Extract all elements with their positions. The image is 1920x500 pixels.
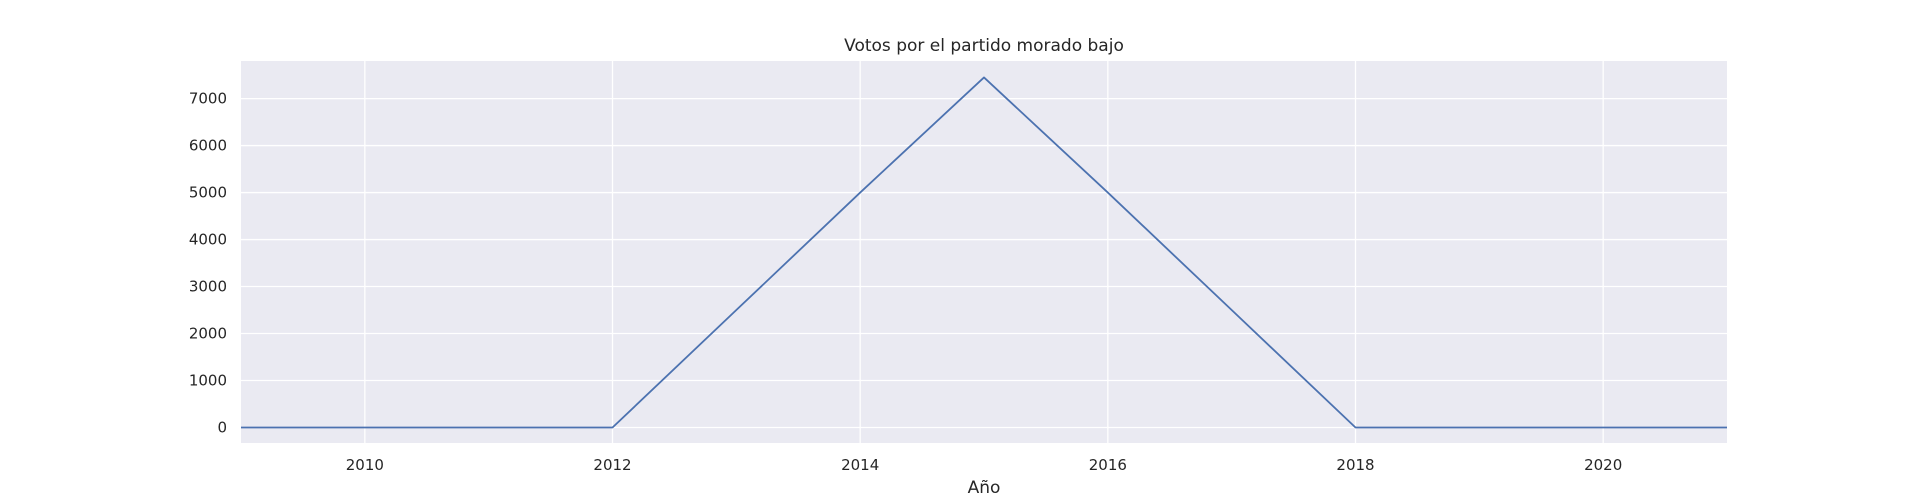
y-tick-label: 5000 xyxy=(189,184,227,202)
y-tick-label: 7000 xyxy=(189,90,227,108)
y-tick-label: 6000 xyxy=(189,137,227,155)
grid xyxy=(241,61,1727,443)
series-layer xyxy=(241,76,1727,429)
y-tick-label: 3000 xyxy=(189,278,227,296)
y-tick-label: 0 xyxy=(217,418,227,436)
x-tick-label: 2016 xyxy=(1089,456,1127,474)
x-tick-label: 2020 xyxy=(1584,456,1622,474)
plot-background xyxy=(241,61,1727,443)
x-axis-label: Año xyxy=(968,478,1001,498)
chart-title: Votos por el partido morado bajo xyxy=(844,36,1124,56)
y-tick-label: 4000 xyxy=(189,231,227,249)
y-tick-label: 2000 xyxy=(189,325,227,343)
x-tick-label: 2010 xyxy=(346,456,384,474)
x-tick-label: 2018 xyxy=(1336,456,1374,474)
series-line-0 xyxy=(241,76,1727,429)
y-tick-label: 1000 xyxy=(189,372,227,390)
x-tick-labels: 2010 2012 2014 2016 2018 2020 xyxy=(346,456,1623,474)
x-tick-label: 2014 xyxy=(841,456,879,474)
x-tick-label: 2012 xyxy=(593,456,631,474)
y-tick-labels: 0 1000 2000 3000 4000 5000 6000 7000 xyxy=(189,90,227,437)
